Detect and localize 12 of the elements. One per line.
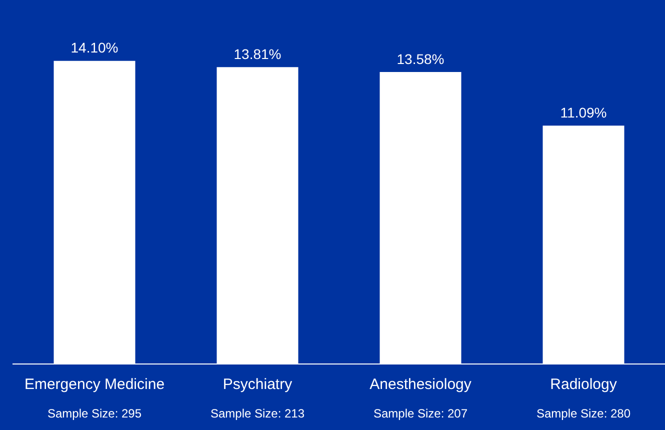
x-tick-label: Anesthesiology: [370, 376, 472, 394]
data-label: 14.10%: [70, 40, 118, 56]
x-tick-label: Psychiatry: [222, 376, 293, 394]
text: Sample Size: 213: [210, 406, 305, 420]
data-label: 13.81%: [234, 46, 282, 62]
data-label: 13.58%: [396, 50, 444, 67]
x-tick-label: Radiology: [550, 376, 618, 394]
text: Sample Size: 207: [373, 406, 468, 420]
x-tick-label: Emergency Medicine: [24, 376, 165, 394]
text: Sample Size: 295: [47, 406, 142, 420]
data-label: 11.09%: [560, 104, 607, 120]
text: Sample Size: 280: [536, 406, 631, 420]
